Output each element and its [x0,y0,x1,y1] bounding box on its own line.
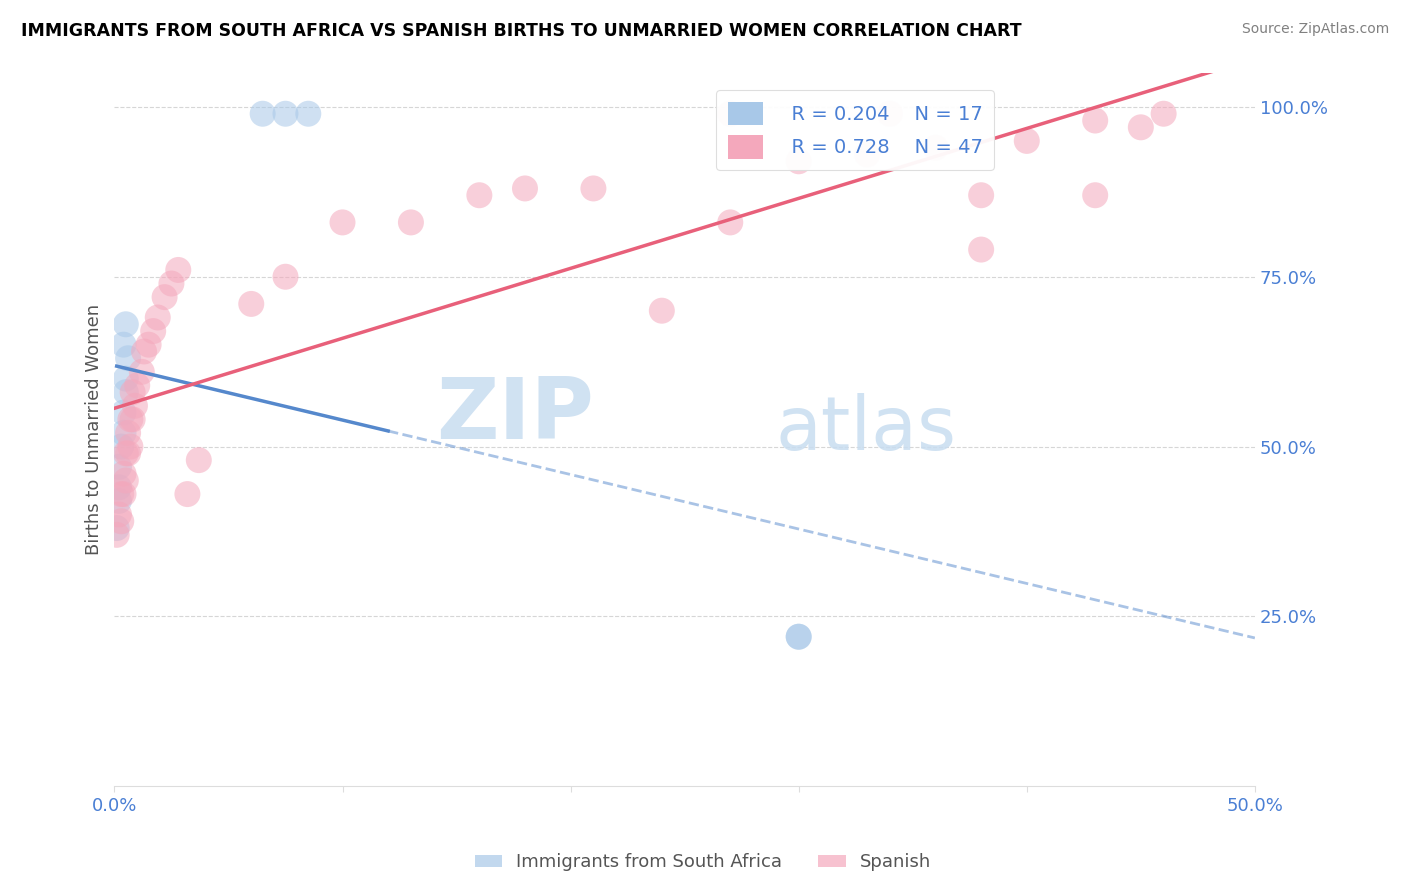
Point [297,107,319,121]
Point [124,399,146,413]
Point [1015,134,1038,148]
Point [146,310,169,325]
Point [142,324,165,338]
Point [112,467,135,481]
Point [468,188,491,202]
Point [114,385,136,400]
Point [105,528,128,542]
Point [110,487,132,501]
Text: IMMIGRANTS FROM SOUTH AFRICA VS SPANISH BIRTHS TO UNMARRIED WOMEN CORRELATION CH: IMMIGRANTS FROM SOUTH AFRICA VS SPANISH … [21,22,1022,40]
Point [112,406,135,420]
Point [112,487,135,501]
Point [187,453,209,467]
Point [274,107,297,121]
Point [718,107,741,121]
Point [138,337,160,351]
Legend:   R = 0.204    N = 17,   R = 0.728    N = 47: R = 0.204 N = 17, R = 0.728 N = 47 [717,90,994,170]
Point [160,277,183,291]
Point [112,337,135,351]
Point [240,297,263,311]
Point [105,521,128,535]
Point [252,107,274,121]
Point [117,446,139,460]
Point [787,630,810,644]
Point [108,459,131,474]
Point [110,514,132,528]
Y-axis label: Births to Unmarried Women: Births to Unmarried Women [86,304,103,555]
Point [879,107,901,121]
Point [513,181,536,195]
Text: Source: ZipAtlas.com: Source: ZipAtlas.com [1241,22,1389,37]
Point [1084,188,1107,202]
Point [121,385,143,400]
Point [120,440,142,454]
Point [112,425,135,440]
Point [114,446,136,460]
Point [1084,113,1107,128]
Point [132,344,155,359]
Text: ZIP: ZIP [436,374,593,457]
Point [970,243,993,257]
Point [117,351,139,366]
Point [108,508,131,522]
Point [924,141,946,155]
Point [399,215,422,229]
Point [332,215,354,229]
Point [787,154,810,169]
Point [176,487,198,501]
Point [117,425,139,440]
Point [274,269,297,284]
Point [108,494,131,508]
Point [110,440,132,454]
Point [651,303,673,318]
Point [856,147,879,161]
Point [1153,107,1175,121]
Point [120,412,142,426]
Point [1129,120,1152,135]
Point [970,188,993,202]
Point [121,412,143,426]
Point [718,215,741,229]
Point [131,365,153,379]
Point [582,181,605,195]
Point [167,263,190,277]
Point [108,480,131,494]
Point [114,371,136,385]
Point [787,630,810,644]
Point [153,290,176,304]
Point [114,318,136,332]
Legend: Immigrants from South Africa, Spanish: Immigrants from South Africa, Spanish [468,847,938,879]
Point [127,378,149,392]
Point [114,474,136,488]
Text: atlas: atlas [776,393,957,466]
